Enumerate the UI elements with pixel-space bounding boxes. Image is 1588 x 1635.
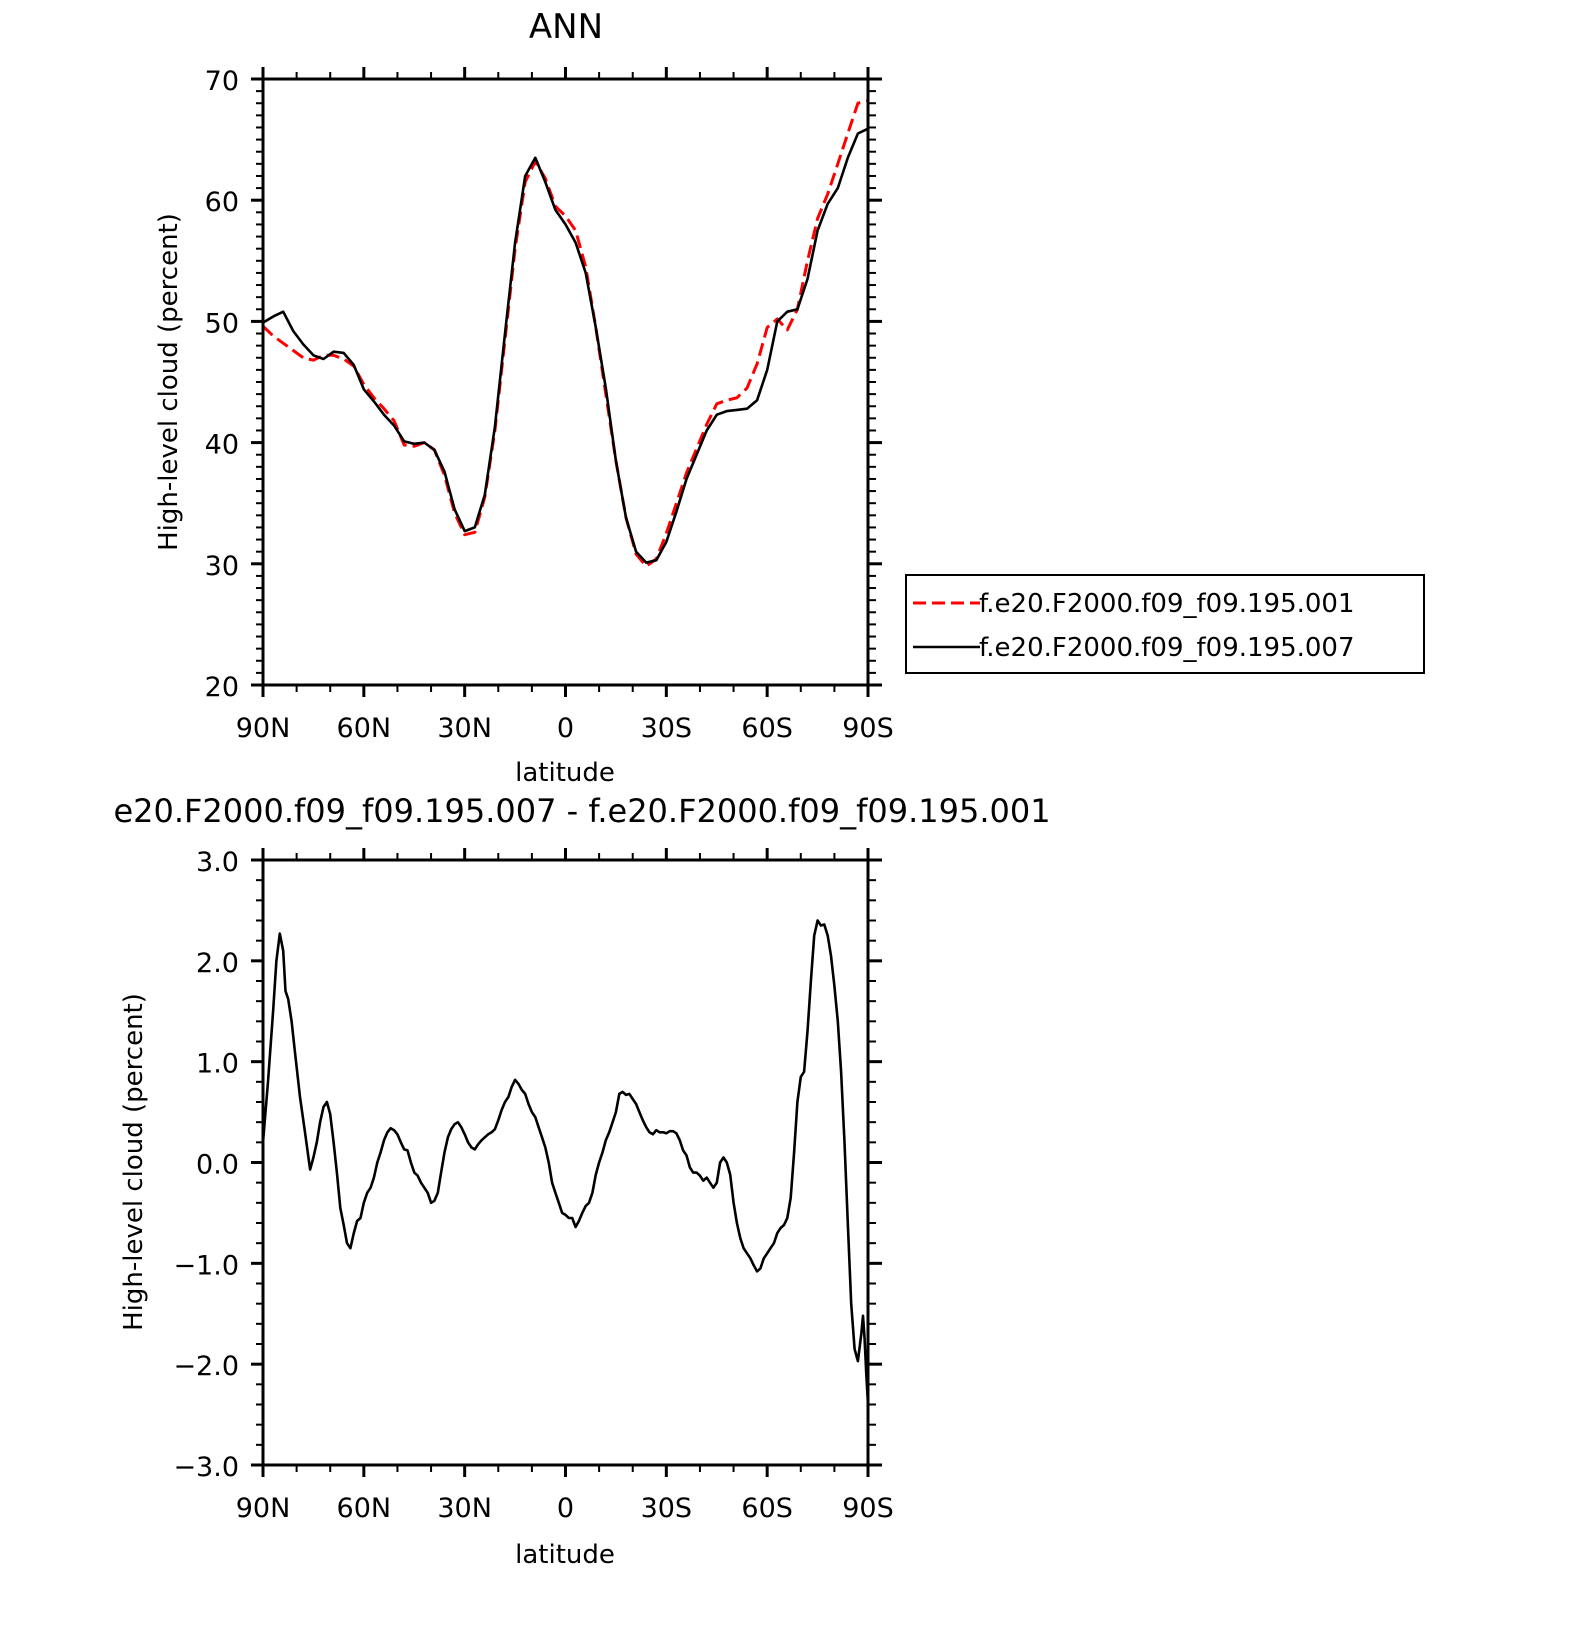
x-tick-label: 30S xyxy=(641,713,693,744)
top-x-tick-labels: 90N 60N 30N 0 30S 60S 90S xyxy=(236,713,894,744)
top-plot-frame xyxy=(261,77,870,687)
bottom-y-axis-label: High-level cloud (percent) xyxy=(119,993,149,1331)
x-tick-label: 30N xyxy=(437,1493,492,1524)
y-tick-label: −3.0 xyxy=(173,1452,239,1483)
top-series-line-2 xyxy=(262,127,869,564)
x-tick-label: 60S xyxy=(741,713,793,744)
top-series-line-1 xyxy=(261,99,869,568)
top-panel: ANN 20 30 40 50 60 70 90N 60N 30N 0 30S 60S 90S lat… xyxy=(154,7,1425,788)
y-tick-label: 3.0 xyxy=(196,847,239,878)
x-tick-label: 30S xyxy=(641,1493,693,1524)
bottom-plot-frame xyxy=(261,858,870,1467)
bottom-y-tick-labels: −3.0 −2.0 −1.0 0.0 1.0 2.0 3.0 xyxy=(173,847,239,1483)
x-tick-label: 60N xyxy=(337,1493,392,1524)
x-tick-label: 0 xyxy=(557,713,574,744)
top-x-axis-label: latitude xyxy=(515,758,615,788)
top-y-tick-labels: 20 30 40 50 60 70 xyxy=(205,66,239,703)
x-tick-label: 90S xyxy=(842,713,894,744)
y-tick-label: 60 xyxy=(205,187,239,218)
y-tick-label: 2.0 xyxy=(196,948,239,979)
x-tick-label: 0 xyxy=(557,1493,574,1524)
bottom-x-axis-label: latitude xyxy=(515,1540,615,1570)
bottom-series-line-1 xyxy=(261,919,870,1405)
top-axes-ticks xyxy=(251,67,882,697)
legend-box xyxy=(905,574,1425,674)
x-tick-label: 90N xyxy=(236,713,291,744)
y-tick-label: 70 xyxy=(205,66,239,97)
y-tick-label: 50 xyxy=(205,308,239,339)
x-tick-label: 90N xyxy=(236,1493,291,1524)
top-series-lines xyxy=(261,99,869,568)
legend-label-series-2: f.e20.F2000.f09_f09.195.007 xyxy=(979,633,1355,663)
y-tick-label: 40 xyxy=(205,430,239,461)
bottom-axes-ticks xyxy=(251,848,882,1477)
top-chart-title: ANN xyxy=(529,7,603,47)
bottom-panel: e20.F2000.f09_f09.195.007 - f.e20.F2000.… xyxy=(113,792,1050,1570)
bottom-x-tick-labels: 90N 60N 30N 0 30S 60S 90S xyxy=(236,1493,894,1524)
y-tick-label: −2.0 xyxy=(173,1351,239,1382)
legend-label-series-1: f.e20.F2000.f09_f09.195.001 xyxy=(979,589,1355,619)
x-tick-label: 60S xyxy=(741,1493,793,1524)
legend: f.e20.F2000.f09_f09.195.001 f.e20.F2000.… xyxy=(905,574,1425,674)
x-tick-label: 60N xyxy=(337,713,392,744)
y-tick-label: 1.0 xyxy=(196,1049,239,1080)
bottom-series-lines xyxy=(261,919,870,1405)
y-tick-label: −1.0 xyxy=(173,1250,239,1281)
x-tick-label: 90S xyxy=(842,1493,894,1524)
y-tick-label: 0.0 xyxy=(196,1150,239,1181)
bottom-chart-title: e20.F2000.f09_f09.195.007 - f.e20.F2000.… xyxy=(113,792,1050,830)
y-tick-label: 30 xyxy=(205,551,239,582)
x-tick-label: 30N xyxy=(437,713,492,744)
y-tick-label: 20 xyxy=(205,672,239,703)
top-y-axis-label: High-level cloud (percent) xyxy=(154,213,184,551)
